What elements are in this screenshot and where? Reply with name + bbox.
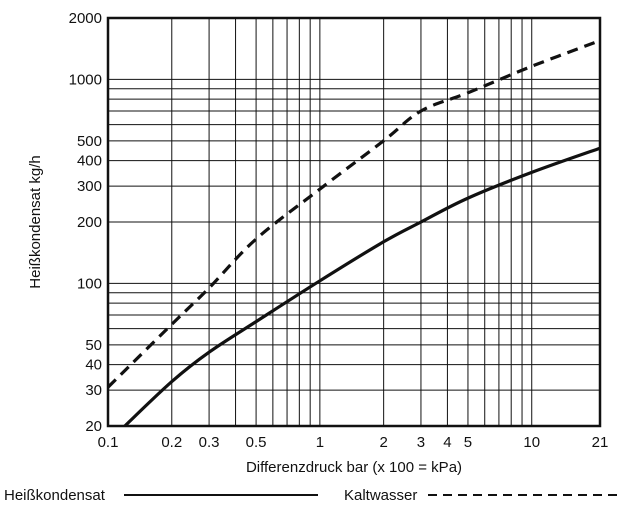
x-tick-label: 0.1 — [98, 434, 119, 451]
series-line-heisskondensat — [123, 146, 601, 428]
y-tick-label: 100 — [77, 275, 102, 292]
y-tick-label: 1000 — [69, 71, 102, 88]
y-tick-label: 500 — [77, 133, 102, 150]
x-tick-label: 4 — [443, 434, 451, 451]
y-tick-label: 200 — [77, 214, 102, 231]
y-axis-label: Heißkondensat kg/h — [27, 155, 44, 288]
y-tick-label: 30 — [85, 382, 102, 399]
x-axis-label: Differenzdruck bar (x 100 = kPa) — [246, 459, 462, 476]
y-tick-label: 400 — [77, 153, 102, 170]
x-tick-label: 10 — [523, 434, 540, 451]
legend-label: Heißkondensat — [4, 487, 106, 504]
x-tick-labels: 0.1 0.2 0.3 0.5 1 2 3 4 5 10 21 — [98, 434, 609, 451]
plot-frame — [106, 16, 602, 428]
x-tick-label: 0.5 — [246, 434, 267, 451]
y-tick-labels: 20 30 40 50 100 200 300 400 500 1000 2000 — [69, 10, 102, 435]
legend: Heißkondensat Kaltwasser — [4, 487, 622, 504]
x-tick-label: 1 — [316, 434, 324, 451]
x-tick-label: 0.3 — [199, 434, 220, 451]
legend-label: Kaltwasser — [344, 487, 417, 504]
x-tick-label: 2 — [379, 434, 387, 451]
x-tick-label: 5 — [464, 434, 472, 451]
x-tick-label: 21 — [592, 434, 609, 451]
series-line-kaltwasser — [106, 39, 601, 389]
x-tick-label: 0.2 — [161, 434, 182, 451]
y-tick-label: 50 — [85, 337, 102, 354]
grid-y — [108, 17, 600, 427]
y-tick-label: 20 — [85, 418, 102, 435]
series-layer — [106, 39, 601, 428]
x-tick-label: 3 — [417, 434, 425, 451]
y-tick-label: 40 — [85, 357, 102, 374]
y-tick-label: 2000 — [69, 10, 102, 27]
y-tick-label: 300 — [77, 178, 102, 195]
